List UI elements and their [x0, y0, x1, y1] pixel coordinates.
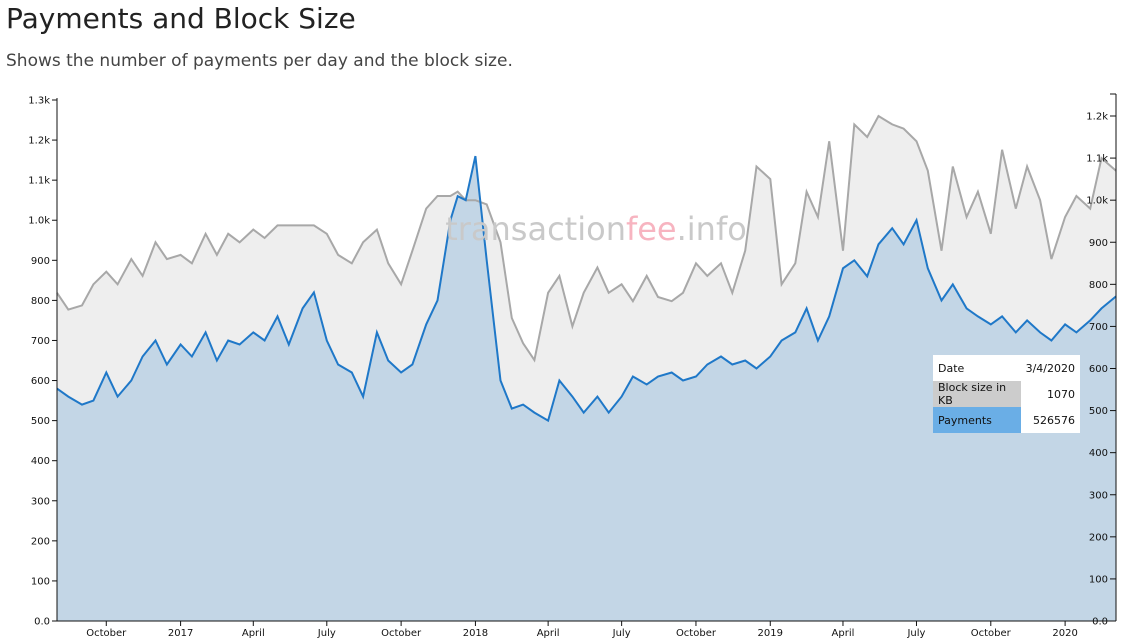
left-axis-tick-label: 100 [31, 576, 50, 587]
chart-areas [56, 114, 1117, 621]
tooltip-row-block-size: Block size in KB 1070 [933, 381, 1080, 407]
x-axis-tick-label: 2020 [1052, 628, 1077, 639]
left-axis-tick-label: 700 [31, 336, 50, 347]
right-axis-tick-label: 300 [1089, 490, 1108, 501]
payments-line [56, 155, 1117, 423]
right-axis-tick-label: 1.1k [1086, 154, 1108, 165]
left-axis-tick-label: 300 [31, 496, 50, 507]
payments-area [57, 156, 1116, 621]
x-axis-tick-label: October [381, 628, 422, 639]
watermark-part-info: .info [677, 210, 747, 248]
right-axis-tick-label: 0.0 [1092, 617, 1108, 628]
x-axis-tick-label: July [906, 628, 925, 639]
x-axis-tick-label: 2017 [168, 628, 193, 639]
watermark: transactionfee.info [445, 210, 747, 248]
right-axis-tick-label: 900 [1089, 238, 1108, 249]
hover-tooltip: Date 3/4/2020 Block size in KB 1070 Paym… [933, 355, 1080, 433]
left-axis-tick-label: 800 [31, 296, 50, 307]
chart-axes: 0.0 100 200 300 400 500 600 700 800 900 1.0k 1.1k 1.… [28, 93, 1117, 639]
watermark-part-fee: fee [626, 210, 677, 248]
right-axis-tick-label: 1.2k [1086, 112, 1108, 123]
x-axis-tick-label: October [86, 628, 127, 639]
left-axis-tick-label: 0.0 [34, 617, 50, 628]
right-axis-tick-label: 700 [1089, 322, 1108, 333]
right-axis-tick-label: 100 [1089, 574, 1108, 585]
right-axis-tick-label: 1.0k [1086, 196, 1108, 207]
x-axis-tick-label: October [971, 628, 1012, 639]
right-axis-tick-label: 600 [1089, 364, 1108, 375]
block-size-line [56, 114, 1117, 363]
right-axis-tick-label: 500 [1089, 406, 1108, 417]
left-axis-tick-label: 600 [31, 376, 50, 387]
left-axis-tick-label: 1.0k [28, 216, 50, 227]
left-axis-tick-label: 200 [31, 536, 50, 547]
tooltip-date-label: Date [933, 355, 1021, 381]
tooltip-payments-label: Payments [933, 407, 1021, 433]
tooltip-block-value: 1070 [1020, 381, 1080, 407]
page-title: Payments and Block Size [6, 2, 356, 35]
page-subtitle: Shows the number of payments per day and… [6, 51, 513, 71]
left-axis-tick-label: 500 [31, 416, 50, 427]
tooltip-row-date: Date 3/4/2020 [933, 355, 1080, 381]
right-axis-tick-label: 200 [1089, 532, 1108, 543]
right-axis-tick-label: 800 [1089, 280, 1108, 291]
x-axis-tick-label: July [612, 628, 631, 639]
left-axis-tick-label: 1.3k [28, 96, 50, 107]
x-axis-tick-label: 2019 [758, 628, 783, 639]
x-axis-tick-label: April [537, 628, 560, 639]
x-axis-tick-label: July [317, 628, 336, 639]
tooltip-date-value: 3/4/2020 [1020, 355, 1080, 381]
left-axis-tick-label: 400 [31, 456, 50, 467]
left-axis-tick-label: 1.2k [28, 136, 50, 147]
x-axis-tick-label: 2018 [463, 628, 488, 639]
left-axis-tick-label: 900 [31, 256, 50, 267]
tooltip-block-label: Block size in KB [933, 381, 1021, 407]
x-axis-tick-label: October [676, 628, 717, 639]
x-axis-tick-label: April [832, 628, 855, 639]
right-axis-tick-label: 400 [1089, 448, 1108, 459]
left-axis-tick-label: 1.1k [28, 176, 50, 187]
tooltip-payments-value: 526576 [1020, 407, 1080, 433]
tooltip-row-payments: Payments 526576 [933, 407, 1080, 433]
x-axis-tick-label: April [242, 628, 265, 639]
watermark-part-transaction: transaction [445, 210, 626, 248]
